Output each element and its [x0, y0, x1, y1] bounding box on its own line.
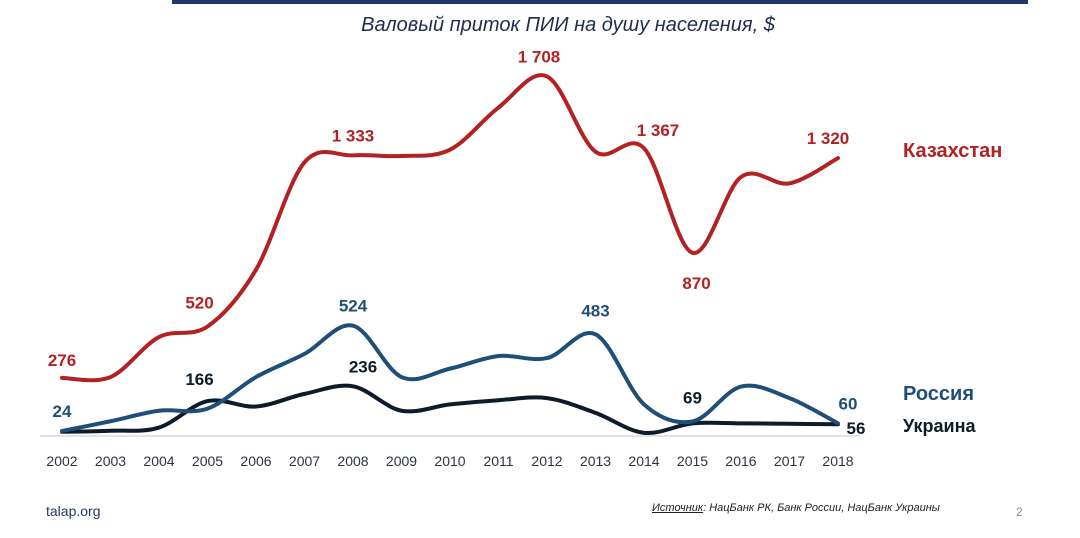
x-tick-label: 2016: [725, 453, 756, 469]
data-label-kazakhstan: 1 708: [518, 47, 561, 66]
x-tick-label: 2007: [289, 453, 320, 469]
x-tick-label: 2005: [192, 453, 223, 469]
series-line-russia: [60, 323, 840, 433]
legend-russia: Россия: [903, 383, 974, 405]
source-label: Источник: [652, 502, 704, 514]
data-label-ukraine: 56: [847, 419, 866, 438]
x-tick-label: 2006: [240, 453, 271, 469]
data-label-ukraine: 236: [349, 357, 377, 376]
x-tick-label: 2010: [434, 453, 465, 469]
legend-kazakhstan: Казахстан: [903, 140, 1002, 162]
data-label-russia: 60: [839, 394, 858, 413]
data-label-russia: 483: [581, 301, 609, 320]
data-label-russia: 24: [53, 402, 72, 421]
page-number: 2: [1016, 505, 1023, 519]
x-tick-label: 2011: [483, 453, 513, 469]
x-tick-label: 2008: [337, 453, 368, 469]
top-rule: [172, 0, 1028, 4]
data-label-kazakhstan: 1 320: [807, 129, 850, 148]
data-label-russia: 524: [339, 297, 368, 316]
site-link[interactable]: talap.org: [46, 503, 101, 519]
data-label-kazakhstan: 1 367: [637, 121, 680, 140]
legend-ukraine: Украина: [903, 416, 976, 436]
x-tick-label: 2018: [822, 453, 853, 469]
x-tick-label: 2002: [46, 453, 77, 469]
x-tick-label: 2013: [580, 453, 611, 469]
data-label-ukraine: 166: [185, 370, 213, 389]
x-tick-label: 2017: [774, 453, 805, 469]
x-tick-label: 2004: [143, 453, 174, 469]
data-label-kazakhstan: 276: [48, 351, 76, 370]
data-label-kazakhstan: 1 333: [332, 126, 375, 145]
data-label-kazakhstan: 870: [682, 274, 710, 293]
series-line-kazakhstan: [60, 73, 840, 383]
data-label-ukraine: 69: [683, 388, 702, 407]
x-tick-label: 2003: [95, 453, 126, 469]
data-label-kazakhstan: 520: [185, 294, 213, 313]
chart-title: Валовый приток ПИИ на душу населения, $: [361, 14, 775, 36]
x-tick-label: 2012: [531, 453, 562, 469]
source-text: : НацБанк РК, Банк России, НацБанк Украи…: [703, 502, 940, 514]
source-note: Источник: НацБанк РК, Банк России, НацБа…: [652, 502, 940, 514]
x-tick-label: 2014: [628, 453, 659, 469]
x-tick-label: 2015: [677, 453, 708, 469]
x-tick-label: 2009: [386, 453, 417, 469]
